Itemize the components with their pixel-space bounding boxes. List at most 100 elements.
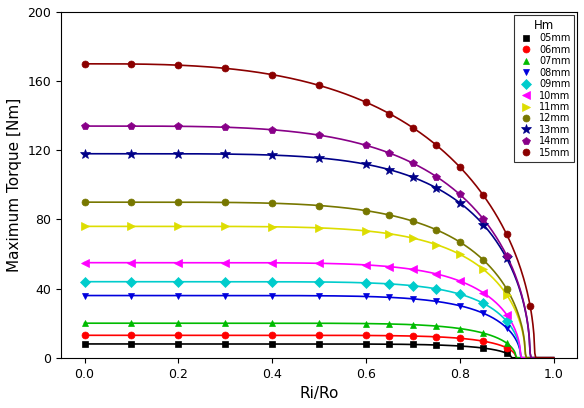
05mm (409, 342, 416, 347)
08mm (456, 303, 463, 308)
14mm (433, 174, 440, 179)
11mm (409, 236, 416, 241)
10mm (386, 264, 393, 269)
08mm (128, 293, 135, 298)
11mm (222, 224, 229, 229)
05mm (315, 341, 322, 346)
09mm (175, 279, 182, 284)
Line: 05mm: 05mm (82, 341, 509, 356)
09mm (503, 319, 510, 324)
Line: 13mm: 13mm (79, 149, 512, 263)
09mm (315, 279, 322, 284)
07mm (222, 321, 229, 326)
12mm (456, 239, 463, 244)
06mm (503, 345, 510, 350)
11mm (81, 224, 88, 229)
07mm (433, 324, 440, 328)
15mm (363, 100, 370, 105)
12mm (409, 219, 416, 224)
06mm (315, 333, 322, 338)
13mm (409, 175, 416, 180)
11mm (433, 242, 440, 247)
15mm (409, 125, 416, 130)
Line: 12mm: 12mm (81, 199, 510, 293)
11mm (386, 231, 393, 236)
10mm (81, 260, 88, 265)
Line: 14mm: 14mm (81, 122, 511, 260)
07mm (409, 322, 416, 327)
08mm (386, 295, 393, 300)
12mm (175, 200, 182, 205)
06mm (386, 333, 393, 338)
13mm (315, 155, 322, 160)
13mm (175, 151, 182, 156)
11mm (269, 224, 276, 229)
12mm (433, 227, 440, 232)
Line: 11mm: 11mm (81, 222, 511, 299)
10mm (409, 267, 416, 272)
07mm (269, 321, 276, 326)
08mm (433, 299, 440, 304)
09mm (479, 301, 486, 306)
05mm (503, 351, 510, 356)
10mm (503, 312, 510, 317)
13mm (456, 200, 463, 205)
Line: 06mm: 06mm (81, 332, 510, 351)
08mm (269, 293, 276, 298)
13mm (503, 256, 510, 261)
09mm (222, 279, 229, 284)
05mm (479, 346, 486, 350)
12mm (269, 201, 276, 206)
08mm (503, 326, 510, 330)
09mm (433, 286, 440, 291)
10mm (479, 290, 486, 295)
15mm (433, 143, 440, 148)
05mm (128, 341, 135, 346)
07mm (503, 341, 510, 346)
10mm (433, 271, 440, 276)
09mm (363, 280, 370, 285)
10mm (315, 261, 322, 266)
14mm (479, 217, 486, 222)
10mm (222, 260, 229, 265)
12mm (479, 257, 486, 262)
09mm (81, 279, 88, 284)
14mm (409, 161, 416, 166)
05mm (222, 341, 229, 346)
12mm (503, 286, 510, 291)
14mm (456, 192, 463, 197)
05mm (456, 344, 463, 348)
11mm (503, 293, 510, 297)
14mm (128, 124, 135, 129)
12mm (222, 200, 229, 205)
13mm (433, 185, 440, 190)
Line: 07mm: 07mm (81, 320, 510, 347)
06mm (269, 333, 276, 338)
14mm (503, 253, 510, 258)
13mm (222, 152, 229, 157)
08mm (315, 293, 322, 298)
07mm (456, 326, 463, 331)
05mm (175, 341, 182, 346)
06mm (409, 334, 416, 339)
15mm (128, 62, 135, 67)
Y-axis label: Maximum Torque [Nm]: Maximum Torque [Nm] (7, 98, 22, 272)
05mm (269, 341, 276, 346)
08mm (175, 293, 182, 298)
07mm (175, 321, 182, 326)
Legend: 05mm, 06mm, 07mm, 08mm, 09mm, 10mm, 11mm, 12mm, 13mm, 14mm, 15mm: 05mm, 06mm, 07mm, 08mm, 09mm, 10mm, 11mm… (513, 15, 574, 162)
11mm (479, 267, 486, 272)
05mm (433, 343, 440, 348)
06mm (479, 339, 486, 344)
06mm (81, 333, 88, 338)
13mm (363, 162, 370, 167)
07mm (363, 321, 370, 326)
12mm (128, 200, 135, 204)
09mm (409, 283, 416, 288)
09mm (269, 279, 276, 284)
12mm (386, 213, 393, 217)
08mm (222, 293, 229, 298)
08mm (363, 294, 370, 299)
10mm (456, 279, 463, 284)
15mm (269, 72, 276, 77)
